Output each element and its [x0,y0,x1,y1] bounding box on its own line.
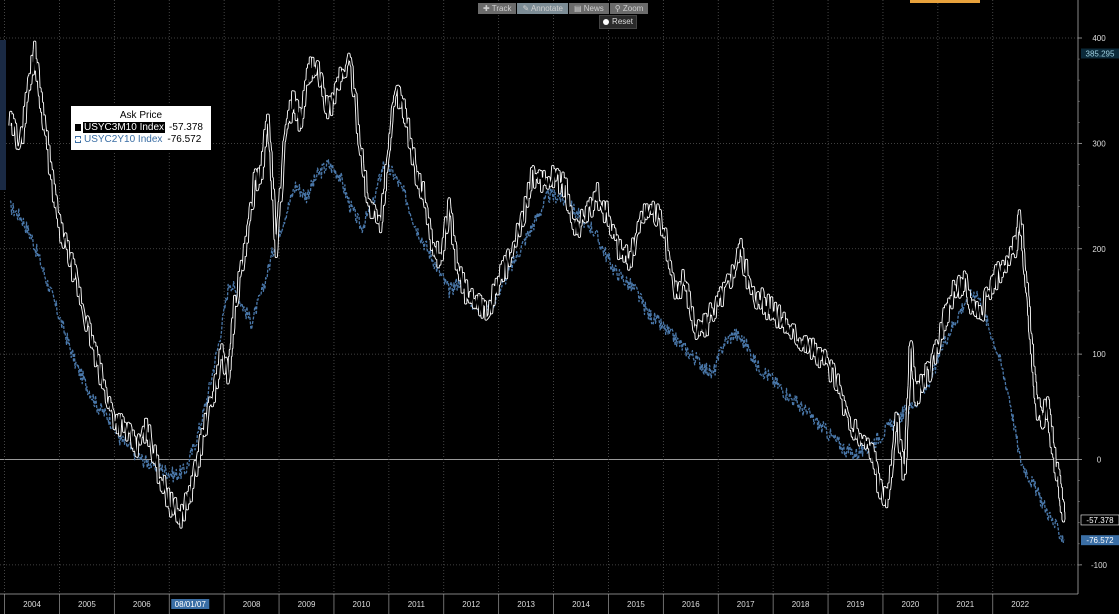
legend-item-name: USYC2Y10 Index [84,133,163,145]
x-tick-label: 2017 [737,600,755,609]
series-usyc2y10 [9,159,1065,544]
x-tick-label: 2014 [572,600,590,609]
y-value-label-box [1080,514,1119,526]
y-value-label-box [1081,48,1119,59]
reset-button[interactable]: Reset [599,15,637,29]
x-tick-label: 2019 [847,600,865,609]
zoom-label: Zoom [622,4,644,13]
news-button[interactable]: ▤ News [569,3,609,14]
legend-item-usyc3m10: USYC3M10 Index -57.378 [75,121,211,133]
series-usyc3m10 [8,40,1066,529]
x-tick-label: 2010 [353,600,371,609]
annotate-button[interactable]: ✎ Annotate [517,3,568,14]
legend-item-usyc2y10: USYC2Y10 Index -76.572 [75,133,211,145]
y-value-label-box [1081,535,1119,546]
chart-toolbar: ✚ Track ✎ Annotate ▤ News ⚲ Zoom [478,3,649,14]
annotate-label: Annotate [530,4,563,13]
y-value-label: -76.572 [1086,536,1114,545]
series-line [9,159,1065,544]
y-axis: 400 300 200 100 0 -100 385.295 -57.378 -76.572 [1077,0,1119,594]
track-button[interactable]: ✚ Track [478,3,517,14]
y-tick-label: 400 [1092,34,1106,43]
track-label: Track [491,4,512,13]
x-tick-label: 2004 [23,600,41,609]
y-tick-label: -100 [1091,561,1108,570]
y-value-label: -57.378 [1086,516,1114,525]
cursor-date-label: 08/01/07 [175,600,207,609]
legend: Ask Price USYC3M10 Index -57.378 USYC2Y1… [70,105,212,151]
x-tick-label: 2015 [627,600,645,609]
y-tick-label: 0 [1097,456,1102,465]
y-tick-label: 100 [1092,350,1106,359]
x-axis: 2004200520062007200820092010201120122013… [0,593,1078,614]
legend-item-name: USYC3M10 Index [83,121,166,133]
zoom-button[interactable]: ⚲ Zoom [609,3,649,14]
orange-tab[interactable] [910,0,980,3]
reset-label: Reset [612,17,633,26]
left-panel-strip [0,40,6,190]
y-tick-label: 200 [1092,245,1106,254]
x-tick-label: 2020 [902,600,920,609]
legend-title: Ask Price [119,110,163,121]
legend-swatch-solid-icon [75,123,81,131]
x-tick-label: 2011 [408,600,426,609]
y-tick-label: 300 [1092,139,1106,148]
x-tick-label: 2018 [792,600,810,609]
x-tick-label: 2013 [517,600,535,609]
x-tick-label: 2008 [243,600,261,609]
series-line [9,41,1065,528]
x-tick-label: 2006 [133,600,151,609]
legend-item-value: -57.378 [169,121,203,133]
legend-item-value: -76.572 [167,133,202,145]
legend-swatch-dashed-icon [75,135,81,143]
x-tick-label: 2009 [298,600,316,609]
x-tick-label: 2022 [1011,600,1029,609]
x-tick-label: 2005 [78,600,96,609]
news-label: News [583,4,604,13]
cursor-date-box [171,599,210,609]
reset-icon [603,19,610,25]
y-value-label: 385.295 [1086,49,1115,58]
x-tick-label: 2016 [682,600,700,609]
x-tick-label: 2012 [462,600,480,609]
x-tick-label: 2021 [956,600,974,609]
